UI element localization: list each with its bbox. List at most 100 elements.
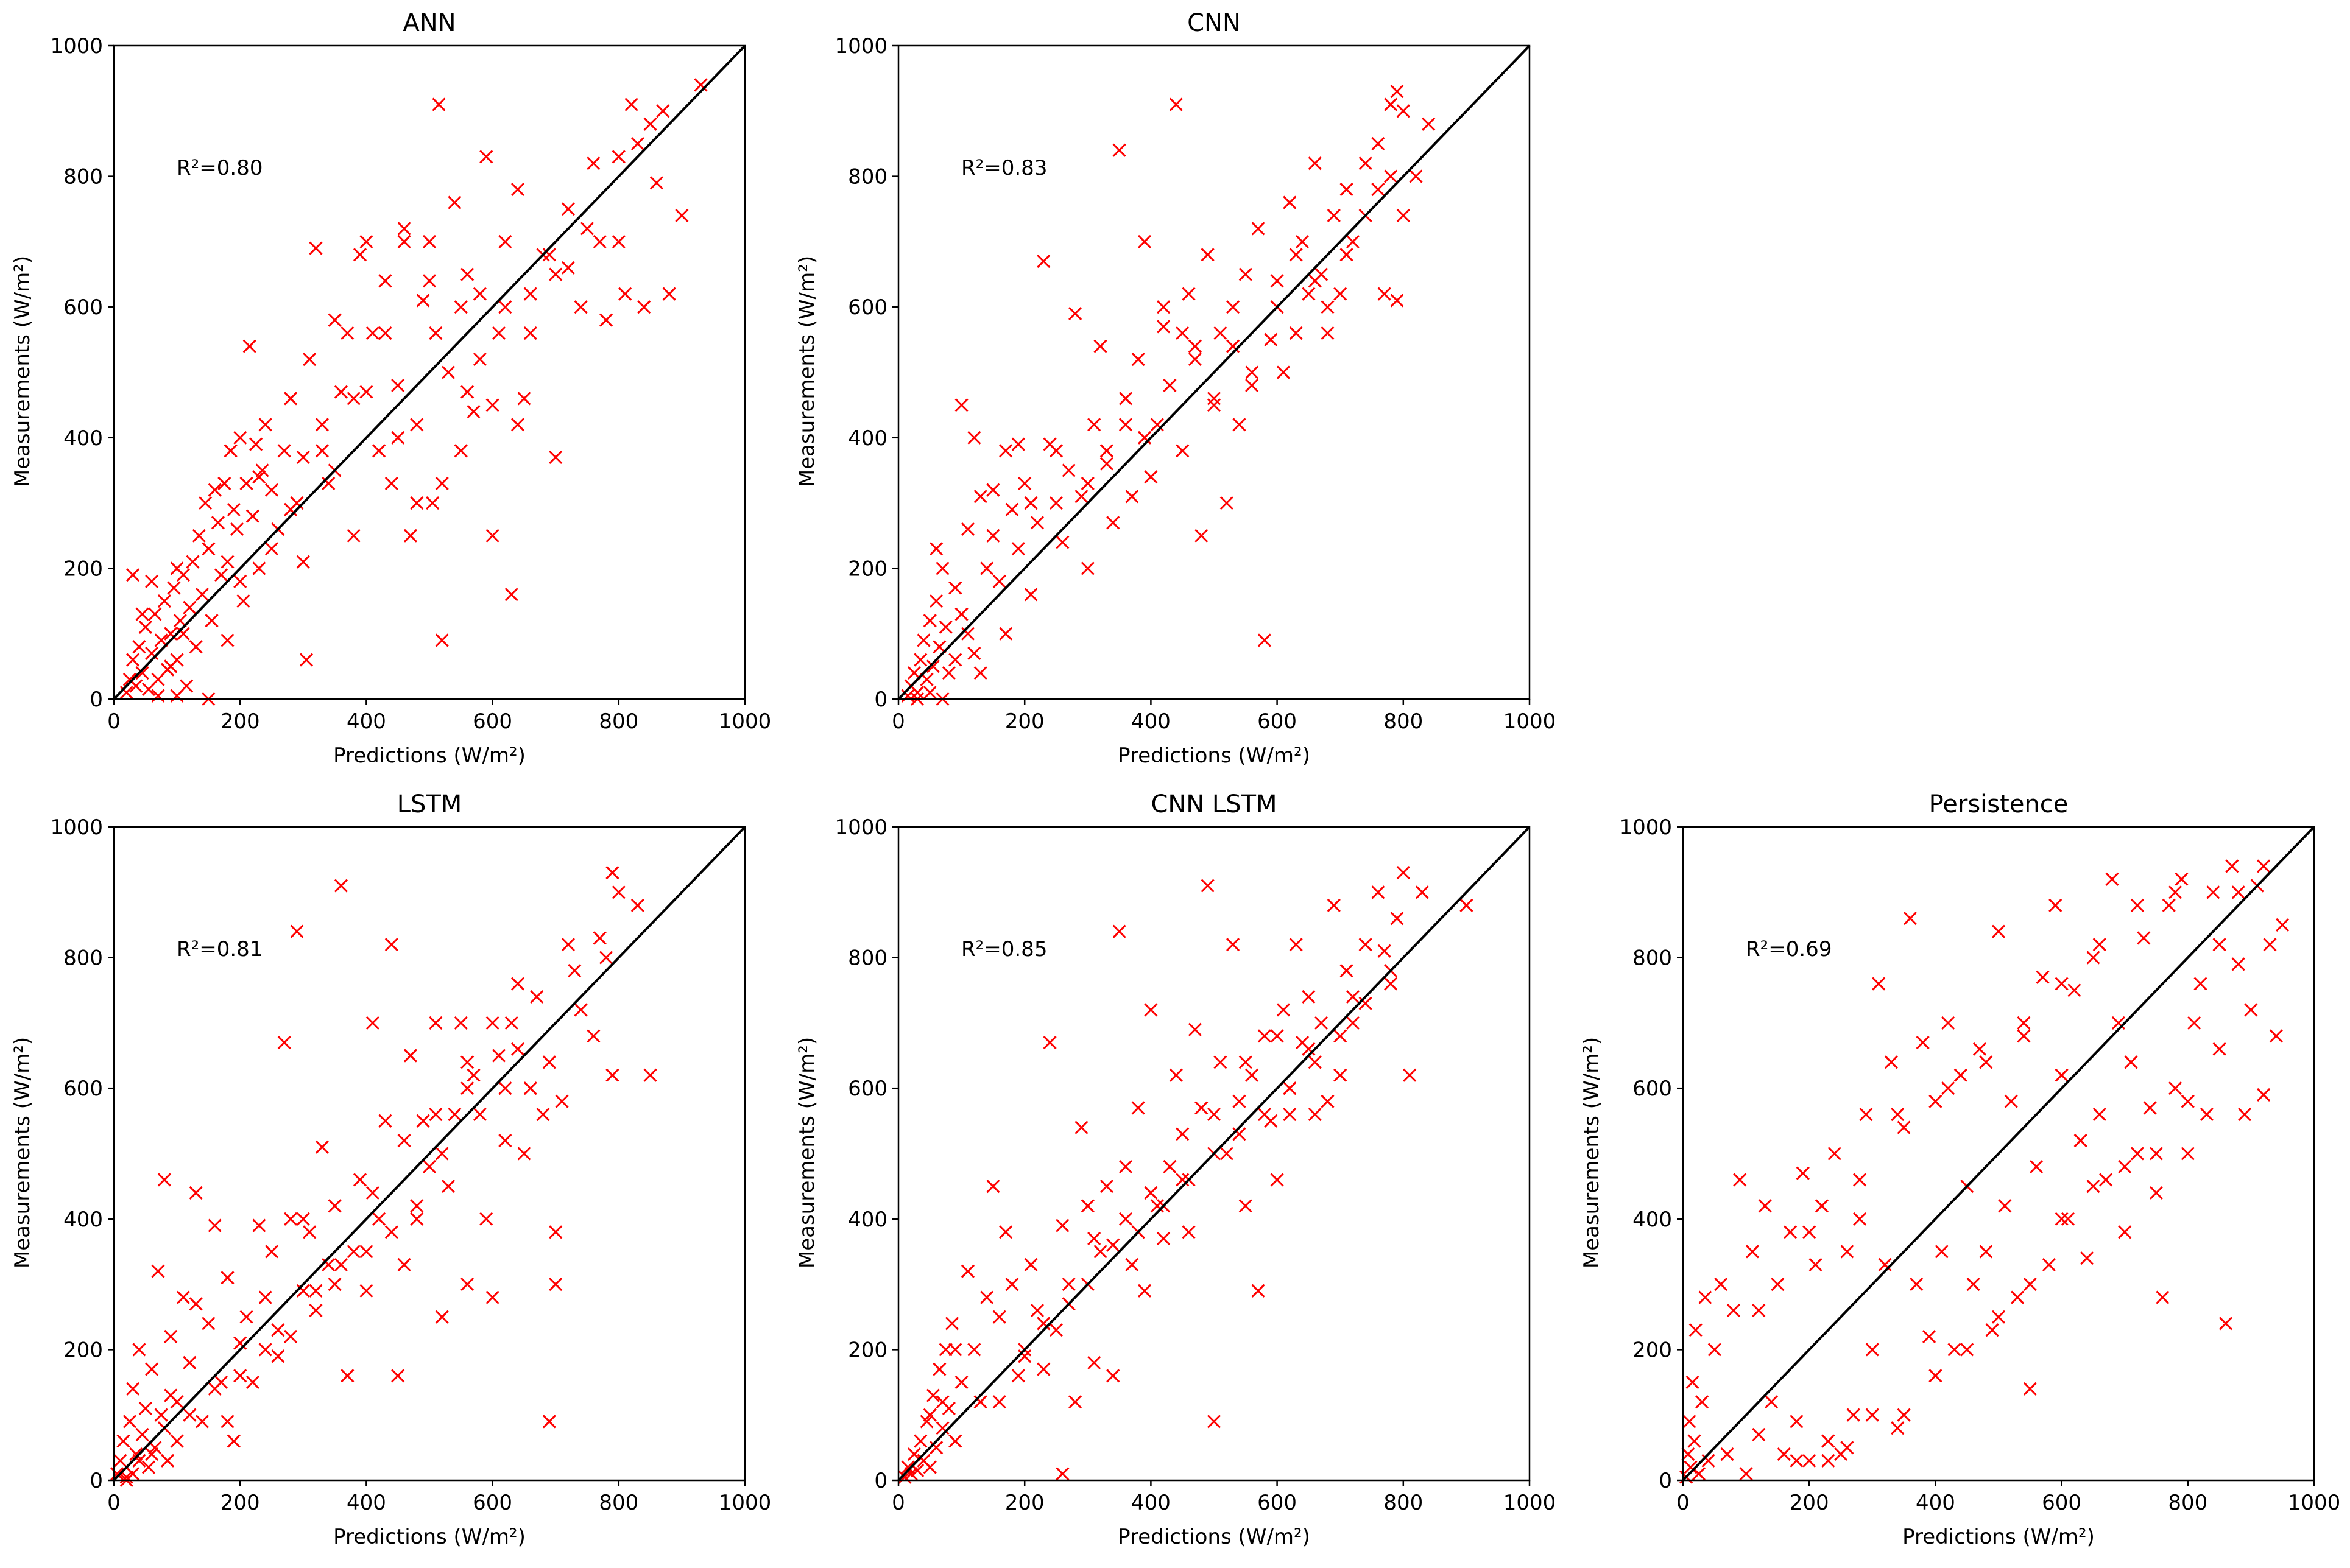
y-tick-label: 800 [848, 165, 887, 189]
scatter-point [227, 1434, 241, 1448]
y-tick-label: 1000 [834, 34, 887, 58]
scatter-point [954, 398, 969, 412]
scatter-point [359, 385, 373, 399]
scatter-point [1339, 182, 1353, 197]
scatter-point [593, 931, 607, 945]
scatter-point [258, 1290, 272, 1304]
scatter-point [1283, 1108, 1297, 1122]
scatter-point [992, 574, 1006, 588]
y-axis-label: Measurements (W/m²) [795, 256, 819, 487]
scatter-point [1333, 1029, 1347, 1043]
scatter-point [936, 561, 950, 575]
scatter-point [410, 496, 424, 510]
scatter-point [1802, 1454, 1816, 1468]
scatter-point [1232, 418, 1246, 432]
reference-line [113, 44, 746, 700]
x-tick-label: 0 [107, 709, 121, 734]
scatter-point [2105, 872, 2119, 886]
scatter-point [1687, 1434, 1701, 1448]
x-tick-label: 1000 [1503, 1491, 1556, 1515]
scatter-point [1081, 476, 1095, 490]
scatter-point [1302, 287, 1316, 301]
scatter-point [479, 150, 493, 164]
scatter-point [221, 1271, 235, 1285]
scatter-point [2023, 1278, 2037, 1292]
scatter-point [1283, 195, 1297, 209]
x-tick-label: 800 [1383, 709, 1423, 734]
scatter-point [1207, 1415, 1221, 1429]
scatter-point [252, 470, 266, 484]
scatter-point [1213, 1055, 1227, 1069]
scatter-point [170, 1434, 184, 1448]
scatter-point [1972, 1042, 1986, 1056]
scatter-point [2237, 1108, 2252, 1122]
scatter-point [245, 1375, 259, 1390]
scatter-point [2168, 885, 2182, 899]
x-axis-label: Predictions (W/m²) [1902, 1525, 2095, 1549]
scatter-point [979, 561, 994, 575]
scatter-point [391, 378, 405, 393]
scatter-point [1118, 392, 1133, 406]
scatter-point [467, 404, 481, 418]
scatter-point [1308, 156, 1322, 171]
scatter-point [384, 938, 398, 952]
scatter-point [252, 561, 266, 575]
scatter-point [926, 659, 940, 673]
x-tick-label: 200 [221, 1491, 260, 1515]
scatter-point [422, 234, 437, 248]
scatter-point [341, 1369, 355, 1383]
scatter-point [1049, 496, 1064, 510]
plot-frame [897, 826, 1531, 1482]
scatter-point [948, 653, 962, 667]
scatter-point [561, 261, 575, 275]
chart-title: ANN [403, 9, 456, 37]
scatter-point [939, 620, 953, 635]
scatter-point [271, 1323, 285, 1337]
scatter-point [442, 365, 456, 379]
scatter-point [2149, 1147, 2164, 1161]
scatter-point [1377, 287, 1391, 301]
scatter-point [973, 666, 987, 680]
scatter-point [170, 1395, 184, 1409]
scatter-point [523, 1081, 537, 1095]
scatter-point [1087, 1355, 1101, 1369]
scatter-point [328, 313, 342, 327]
scatter-point [2092, 1108, 2106, 1122]
scatter-point [967, 431, 981, 445]
scatter-point [549, 267, 563, 281]
scatter-point [221, 633, 235, 647]
scatter-point [599, 313, 613, 327]
x-tick-label: 200 [221, 709, 260, 734]
y-tick-label: 1000 [50, 34, 103, 58]
scatter-point [1371, 885, 1385, 899]
scatter-point [485, 1290, 499, 1304]
scatter-point [599, 951, 613, 965]
x-tick-label: 0 [107, 1491, 121, 1515]
scatter-point [2055, 977, 2069, 991]
scatter-point [898, 1470, 912, 1484]
scatter-point [2187, 1016, 2201, 1030]
scatter-point [1011, 1369, 1025, 1383]
y-tick-label: 200 [848, 557, 887, 581]
y-axis-label: Measurements (W/m²) [10, 256, 35, 487]
scatter-point [1840, 1245, 1854, 1259]
scatter-point [1695, 1395, 1709, 1409]
scatter-point [334, 1257, 348, 1271]
scatter-point [353, 1173, 367, 1187]
scatter-point [942, 666, 956, 680]
y-tick-label: 0 [874, 1469, 887, 1493]
scatter-point [347, 529, 361, 543]
scatter-point [2023, 1382, 2037, 1396]
scatter-point [1758, 1199, 1772, 1213]
scatter-point [1131, 1101, 1145, 1115]
scatter-point [303, 1225, 317, 1239]
scatter-point [1966, 1278, 1980, 1292]
scatter-point [1308, 1108, 1322, 1122]
scatter-point [1790, 1454, 1804, 1468]
scatter-point [2156, 1290, 2170, 1304]
scatter-point [473, 352, 487, 367]
scatter-point [911, 686, 925, 700]
plot-frame [1682, 826, 2315, 1482]
y-tick-label: 400 [848, 426, 887, 451]
y-tick-label: 600 [63, 1077, 103, 1101]
